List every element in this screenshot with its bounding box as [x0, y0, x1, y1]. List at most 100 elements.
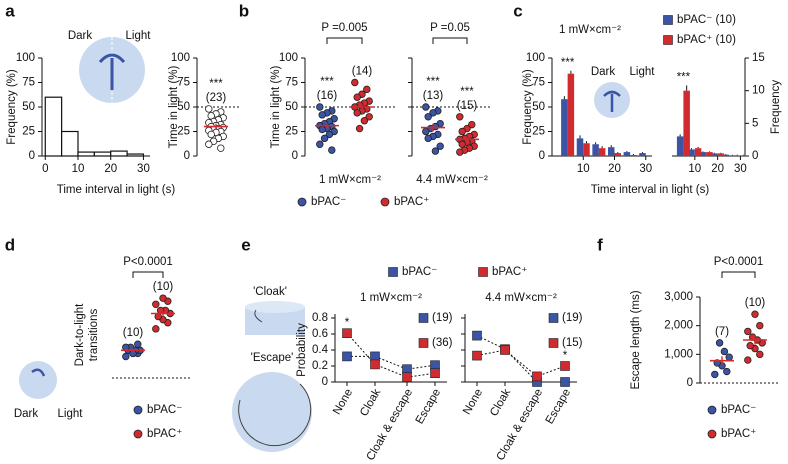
legend-label: bPAC⁻	[311, 196, 346, 208]
bar	[77, 151, 95, 157]
x-tick-label: 20	[104, 163, 117, 175]
cartoon-label: 'Cloak'	[253, 286, 287, 298]
legend-label: bPAC⁺	[492, 266, 527, 278]
series-line	[347, 355, 436, 370]
bar	[608, 147, 615, 156]
data-point	[318, 125, 326, 134]
bar	[623, 152, 631, 156]
data-point	[458, 127, 466, 136]
significance: ***	[426, 76, 440, 88]
y-tick-label: 0	[539, 150, 545, 162]
legend-label: bPAC⁻	[402, 266, 437, 278]
y-tick-label: 0	[29, 150, 35, 162]
significance: ***	[677, 71, 691, 83]
bracket	[326, 37, 363, 44]
y-tick-label: 0.8	[312, 312, 328, 324]
y-axis-label: Dark-to-light	[74, 303, 86, 366]
x-tick-label: 20	[711, 163, 724, 175]
data-point	[429, 109, 437, 117]
y-tick-label: 50	[285, 101, 298, 113]
bar	[694, 148, 702, 156]
y-tick-label: 0	[184, 150, 190, 162]
data-point	[320, 134, 329, 143]
legend-label: bPAC⁺	[721, 428, 756, 440]
y-tick-label: 50	[22, 101, 35, 113]
data-point	[134, 340, 142, 348]
significance: ***	[460, 86, 474, 98]
legend-marker	[548, 338, 559, 348]
bar	[676, 136, 684, 156]
y-tick-label: 0.4	[312, 344, 329, 356]
bar	[110, 150, 128, 157]
cloak-arrow	[254, 309, 263, 323]
data-point	[756, 321, 764, 330]
y-tick-label: 15	[752, 52, 765, 64]
n-label: (23)	[206, 92, 227, 104]
data-point	[355, 124, 364, 133]
data-point	[532, 371, 542, 382]
x-tick-label: 10	[577, 163, 590, 175]
data-point	[746, 342, 754, 350]
bar	[683, 90, 690, 156]
arena-cartoon	[19, 361, 57, 399]
y-tick-label: 100	[526, 52, 545, 64]
larva	[31, 368, 46, 377]
bar	[711, 153, 718, 156]
y-axis-label: transitions	[88, 309, 100, 362]
data-point	[370, 359, 380, 370]
x-tick-label: None	[331, 387, 355, 417]
significance: *	[345, 317, 350, 329]
data-point	[744, 356, 752, 364]
y-tick-label: 25	[177, 126, 190, 138]
x-tick-label: None	[461, 387, 485, 417]
x-tick-label: Escape	[544, 387, 574, 426]
legend-marker	[663, 15, 673, 25]
data-point	[715, 339, 724, 347]
legend-label: bPAC⁺ (10)	[677, 34, 736, 46]
n-label: (13)	[423, 90, 444, 102]
x-tick-label: 0	[42, 163, 48, 175]
panel-label: f	[597, 235, 603, 254]
data-point	[744, 327, 752, 336]
bracket	[132, 271, 164, 278]
bar	[592, 144, 599, 156]
bar	[614, 153, 621, 156]
x-tick-label: Cloak	[488, 387, 513, 419]
y-axis-label: Probability	[296, 323, 308, 377]
significance: *	[563, 350, 568, 362]
y-tick-label: 75	[532, 77, 545, 89]
data-point	[122, 352, 130, 361]
n-label: (15)	[562, 337, 583, 349]
cartoon-label: Dark	[68, 30, 93, 42]
significance: ***	[209, 78, 223, 90]
legend-marker	[380, 197, 390, 207]
y-tick-label: 25	[532, 126, 545, 138]
significance: ***	[561, 57, 575, 69]
data-point	[353, 93, 361, 101]
y-axis-label: Time in light (%)	[270, 66, 282, 149]
y-tick-label: 5	[752, 117, 758, 129]
data-point	[756, 350, 764, 359]
larva	[603, 90, 621, 112]
data-point	[456, 113, 464, 121]
bar	[740, 155, 747, 156]
bar	[639, 153, 646, 156]
series-line	[476, 349, 566, 377]
n-label: (15)	[457, 100, 478, 112]
bar	[93, 151, 112, 157]
data-point	[325, 130, 334, 139]
cartoon-label: Dark	[14, 408, 39, 420]
bar	[576, 138, 584, 156]
larva	[98, 53, 126, 90]
n-label: (10)	[153, 281, 174, 293]
bar	[567, 73, 575, 156]
legend-marker	[548, 313, 559, 323]
y-axis-label: Frequency (%)	[522, 69, 534, 145]
data-point	[342, 328, 352, 339]
data-point	[430, 368, 440, 379]
y-tick-label: 25	[285, 126, 298, 138]
x-tick-label: 10	[72, 163, 85, 175]
x-tick-label: Escape	[414, 387, 444, 426]
bar	[706, 152, 713, 156]
